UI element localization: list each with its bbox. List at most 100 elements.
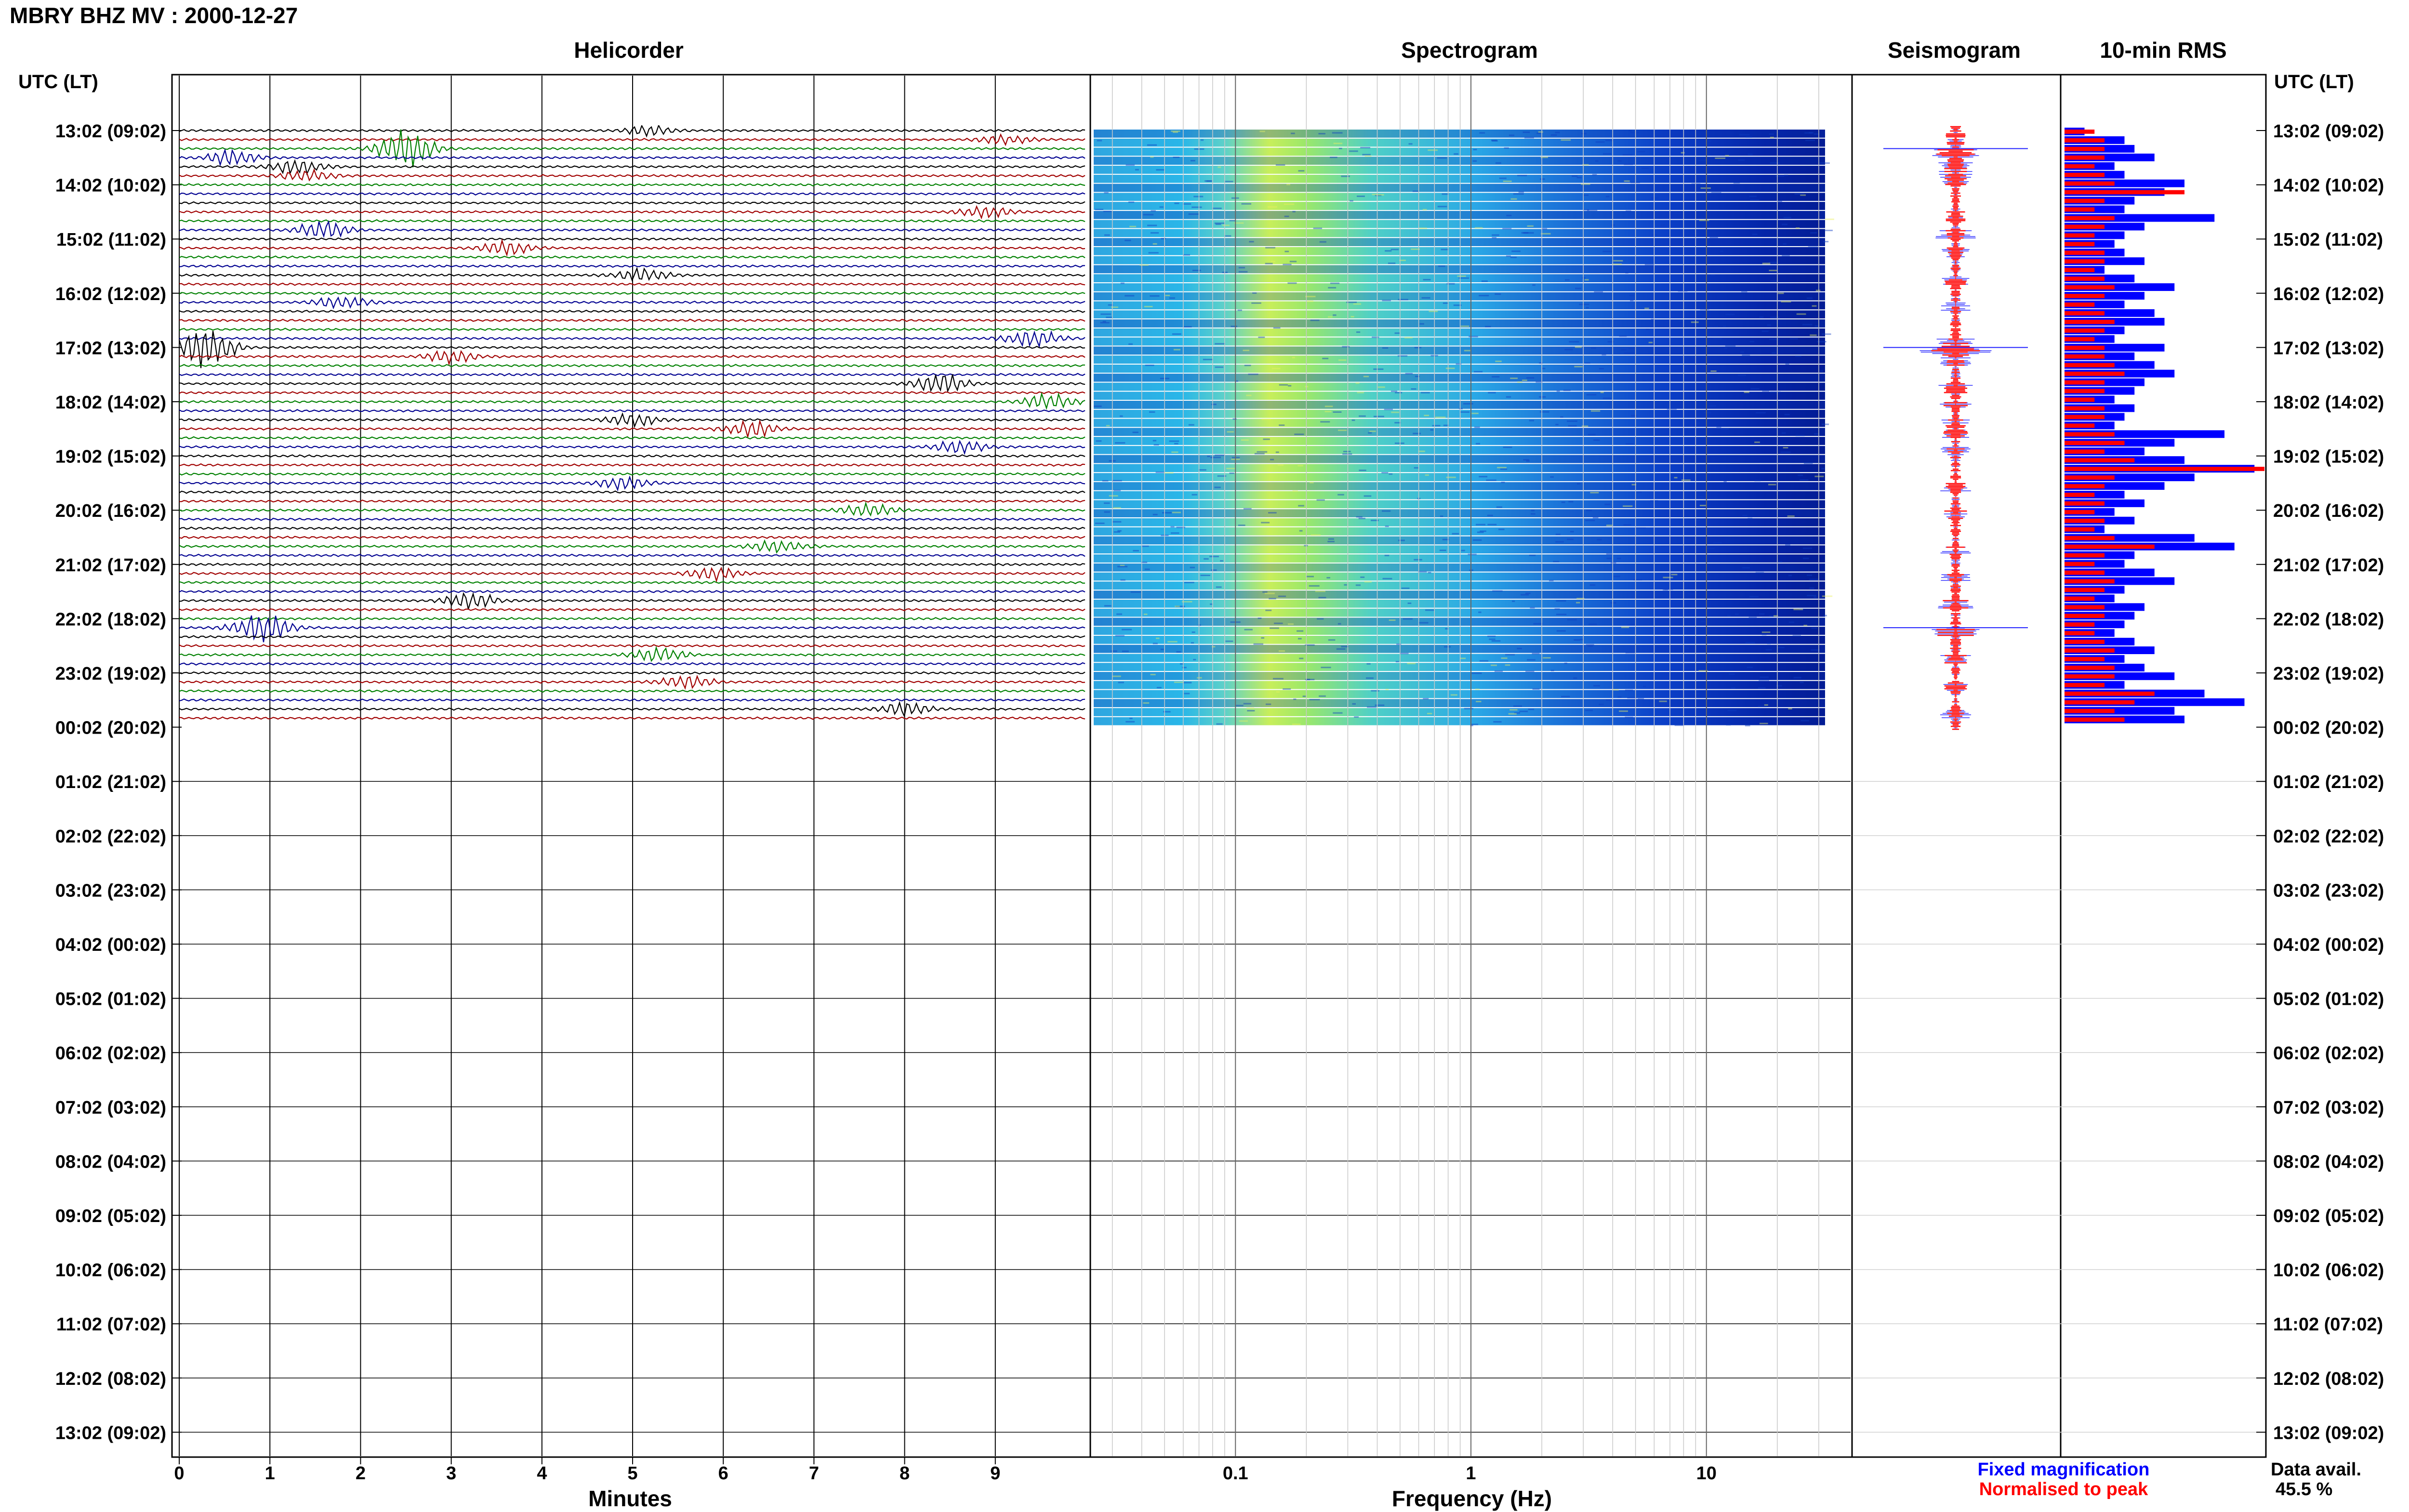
spectrogram-speckle (1625, 652, 1635, 654)
spectrogram-speckle (1713, 338, 1722, 340)
rms-bar-normalised (2065, 527, 2095, 532)
spectrogram-speckle (1531, 510, 1535, 512)
spectrogram-speckle (1637, 151, 1645, 153)
spectrogram-speckle (1211, 569, 1217, 571)
spectrogram-row-shade (1094, 482, 1825, 490)
spectrogram-speckle (1549, 579, 1554, 581)
helicorder-trace (179, 125, 1085, 138)
helicorder-trace (179, 645, 1085, 662)
helicorder-trace (179, 674, 1085, 690)
spectrogram-speckle (1319, 241, 1326, 243)
spectrogram-speckle (1513, 705, 1522, 707)
helicorder-trace (179, 689, 1085, 693)
spectrogram-row (1094, 409, 1825, 418)
rms-bar-normalised (2065, 501, 2105, 506)
spectrogram-speckle (1487, 635, 1496, 637)
spectrogram-speckle (1362, 154, 1371, 156)
spectrogram-speckle (1606, 525, 1613, 526)
helicorder-trace (179, 580, 1085, 584)
spectrogram-speckle (1588, 623, 1597, 625)
spectrogram-speckle (1313, 227, 1323, 229)
spectrogram-speckle (1575, 346, 1582, 348)
spectrogram-speckle (1758, 706, 1767, 708)
spectrogram-speckle (1150, 295, 1160, 297)
spectrogram-speckle (1232, 418, 1237, 420)
spectrogram-speckle (1492, 140, 1498, 142)
spectrogram-row (1094, 644, 1825, 653)
spectrogram-speckle (1617, 160, 1622, 162)
spectrogram-speckle (1338, 359, 1347, 361)
spectrogram-speckle (1623, 505, 1633, 507)
spectrogram-speckle (1376, 194, 1384, 196)
minute-tick-label: 0 (174, 1463, 184, 1484)
spectrogram-speckle (1424, 414, 1430, 416)
spectrogram-speckle (1495, 360, 1502, 362)
spectrogram-speckle (1443, 424, 1449, 426)
spectrogram-speckle (1726, 724, 1731, 726)
spectrogram-speckle (1614, 576, 1620, 578)
spectrogram-speckle (1812, 305, 1817, 307)
rms-bar-normalised (2065, 570, 2105, 575)
spectrogram-speckle (1265, 247, 1276, 249)
spectrogram-speckle (1437, 206, 1447, 208)
spectrogram-speckle (1320, 421, 1330, 423)
spectrogram-speckle (1479, 660, 1489, 662)
spectrogram-speckle (1342, 346, 1350, 348)
spectrogram-speckle (1802, 324, 1813, 326)
spectrogram-speckle (1188, 424, 1194, 426)
spectrogram-row (1094, 247, 1825, 255)
spectrogram-speckle (1744, 391, 1749, 393)
spectrogram-speckle (1420, 392, 1430, 394)
spectrogram-speckle (1315, 591, 1325, 592)
hour-label-right: 03:02 (23:02) (2273, 881, 2384, 901)
spectrogram-speckle (1318, 597, 1326, 599)
hour-label-left: 21:02 (17:02) (55, 555, 166, 576)
helicorder-trace (179, 700, 1085, 718)
spectrogram-speckle (1401, 587, 1410, 589)
rms-bar-normalised (2065, 631, 2095, 635)
spectrogram-speckle (1761, 633, 1767, 635)
helicorder-trace (179, 328, 1085, 331)
spectrogram-speckle (1391, 411, 1400, 413)
spectrogram-speckle (1555, 131, 1560, 133)
spectrogram-speckle (1586, 644, 1594, 646)
hour-label-right: 15:02 (11:02) (2273, 230, 2383, 250)
spectrogram-speckle (1628, 348, 1635, 350)
spectrogram-speckle (1588, 434, 1596, 435)
spectrogram-speckle (1471, 723, 1479, 725)
spectrogram-row (1094, 238, 1825, 246)
helicorder-panel (171, 74, 1091, 1458)
spectrogram-row-shade (1094, 428, 1825, 436)
rms-bar-normalised (2065, 605, 2105, 610)
spectrogram-speckle (1203, 358, 1213, 360)
spectrogram-speckle (1740, 351, 1744, 353)
hour-label-right: 07:02 (03:02) (2273, 1098, 2384, 1118)
spectrogram-speckle (1734, 613, 1739, 615)
spectrogram-speckle (1806, 297, 1813, 299)
spectrogram-speckle (1800, 479, 1809, 481)
spectrogram-speckle (1440, 515, 1443, 517)
spectrogram-speckle (1823, 241, 1829, 243)
spectrogram-speckle (1412, 190, 1419, 192)
spectrogram-speckle (1721, 428, 1729, 430)
spectrogram-speckle (1183, 254, 1191, 256)
rms-bar-normalised (2065, 224, 2105, 229)
spectrogram-speckle (1553, 561, 1560, 563)
spectrogram-speckle (1514, 712, 1521, 714)
spectrogram-speckle (1802, 547, 1813, 549)
spectrogram-speckle (1397, 355, 1408, 357)
spectrogram-speckle (1191, 642, 1194, 644)
hour-label-left: 04:02 (00:02) (55, 935, 166, 955)
spectrogram-speckle (1593, 685, 1600, 687)
spectrogram-speckle (1529, 420, 1535, 421)
rms-bar-normalised (2065, 371, 2125, 376)
spectrogram-speckle (1745, 725, 1750, 727)
hour-label-left: 05:02 (01:02) (55, 989, 166, 1010)
spectrogram-speckle (1809, 579, 1819, 580)
spectrogram-speckle (1631, 415, 1637, 417)
spectrogram-speckle (1510, 198, 1517, 200)
spectrogram-speckle (1341, 645, 1349, 647)
spectrogram-speckle (1675, 604, 1681, 606)
spectrogram-row-shade (1094, 292, 1825, 301)
spectrogram-speckle (1663, 577, 1673, 579)
